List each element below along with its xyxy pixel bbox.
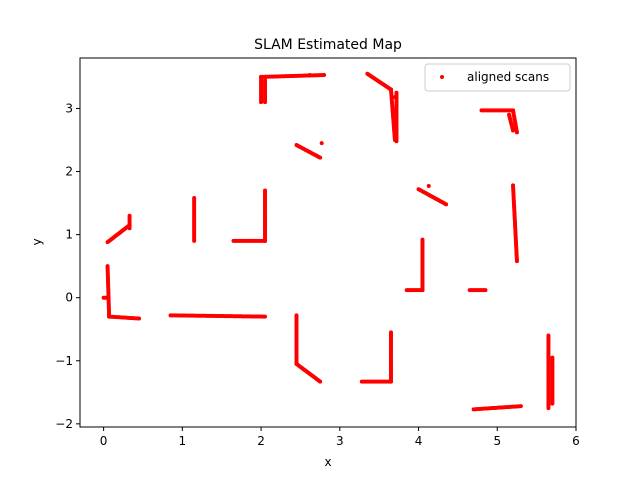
x-tick-label: 2 (257, 434, 265, 448)
legend: aligned scans (424, 63, 571, 92)
data-point (394, 139, 399, 144)
legend-marker (440, 75, 444, 79)
legend-label: aligned scans (467, 70, 549, 84)
x-tick-label: 4 (415, 434, 423, 448)
data-point (483, 288, 488, 293)
data-point (259, 100, 264, 105)
data-point (546, 406, 551, 411)
data-point (511, 128, 516, 133)
data-point (514, 130, 519, 135)
points-layer (101, 71, 555, 412)
y-tick-label: 1 (65, 228, 73, 242)
legend-box (424, 63, 571, 92)
data-point (263, 314, 268, 319)
data-point (263, 100, 268, 105)
y-tick-label: 3 (65, 101, 73, 115)
x-tick-label: 5 (493, 434, 501, 448)
y-tick-label: −2 (55, 417, 73, 431)
data-point (318, 155, 323, 160)
data-point (319, 141, 324, 146)
data-point (137, 316, 142, 321)
x-tick-label: 1 (179, 434, 187, 448)
x-axis-label: x (324, 455, 331, 469)
data-point (307, 73, 312, 78)
y-axis-label: y (30, 238, 44, 245)
data-point (444, 202, 449, 207)
data-point (392, 95, 397, 100)
data-point (514, 259, 519, 264)
chart-title: SLAM Estimated Map (254, 37, 402, 53)
x-axis: 0 1 2 3 4 5 6 (100, 427, 580, 448)
data-point (322, 73, 327, 78)
x-tick-label: 0 (100, 434, 108, 448)
data-point (127, 213, 132, 218)
data-point (388, 330, 393, 335)
plot-area-frame (79, 57, 577, 428)
data-point (420, 237, 425, 242)
y-tick-label: 2 (65, 165, 73, 179)
data-point (518, 404, 523, 409)
data-point (318, 379, 323, 384)
data-point (263, 188, 268, 193)
x-tick-label: 3 (336, 434, 344, 448)
y-axis: −2 −1 0 1 2 3 (55, 101, 80, 431)
x-tick-label: 6 (572, 434, 580, 448)
y-tick-label: −1 (55, 354, 73, 368)
y-tick-label: 0 (65, 291, 73, 305)
data-point (192, 196, 197, 201)
data-point (426, 184, 431, 189)
data-point (550, 401, 555, 406)
